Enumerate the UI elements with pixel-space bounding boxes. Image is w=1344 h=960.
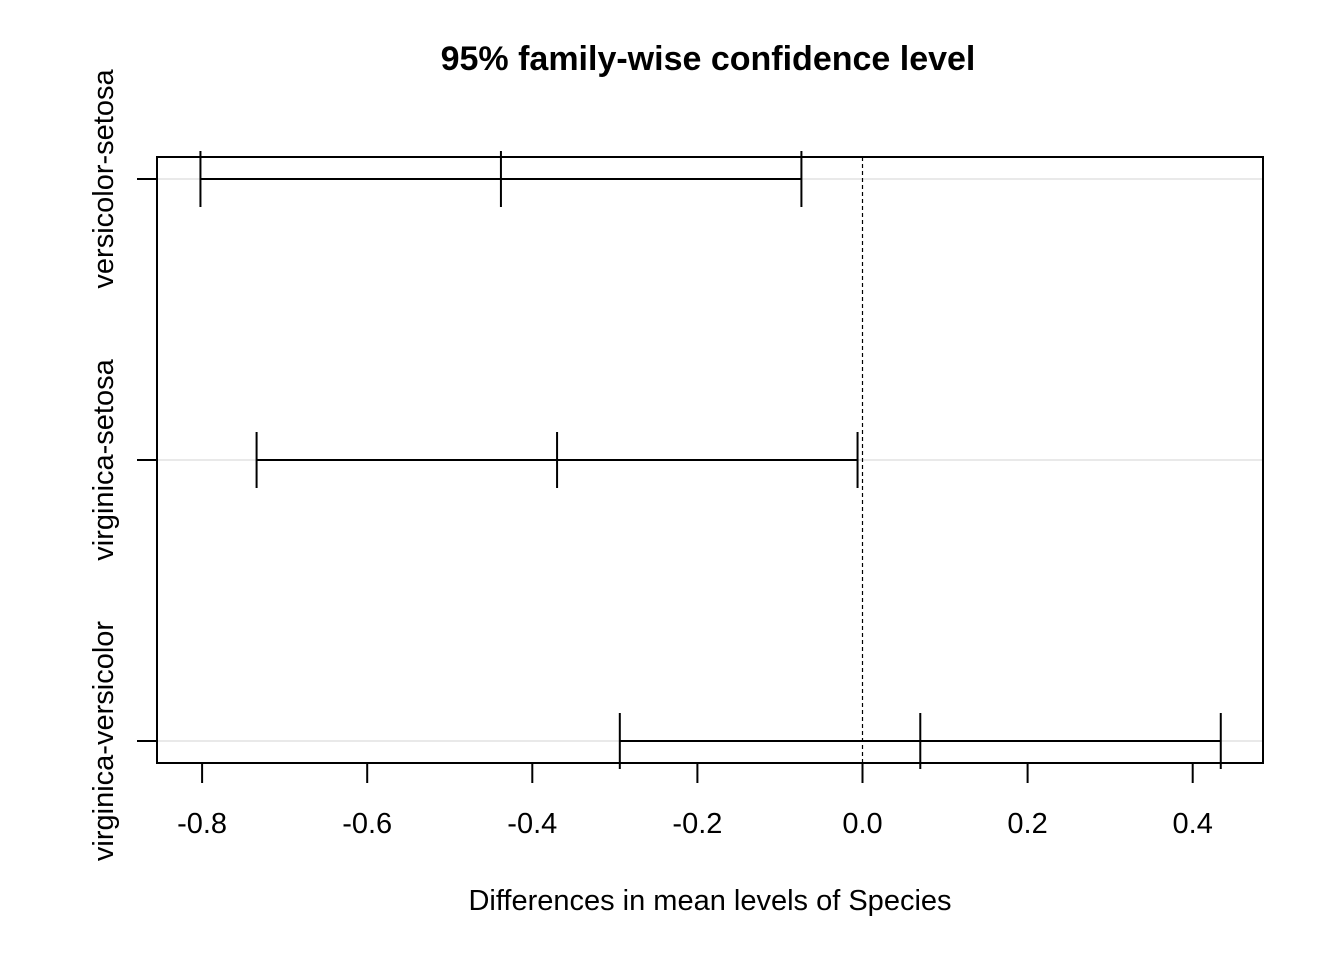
x-axis-label: Differences in mean levels of Species [468, 885, 951, 917]
x-tick-label: -0.6 [342, 808, 392, 840]
y-tick-label: versicolor-setosa [88, 69, 120, 289]
x-tick-label: 0.2 [1007, 808, 1047, 840]
interval-virginica-setosa [255, 432, 859, 488]
interval-versicolor-setosa [199, 151, 803, 207]
chart-title: 95% family-wise confidence level [441, 40, 976, 78]
x-tick-label: -0.8 [177, 808, 227, 840]
x-axis: -0.8 -0.6 -0.4 -0.2 0.0 0.2 0.4 [177, 763, 1213, 840]
y-tick-label: virginica-versicolor [88, 621, 120, 861]
y-tick-label: virginica-setosa [88, 358, 120, 560]
interval-virginica-versicolor [618, 713, 1222, 769]
confidence-intervals-layer [199, 151, 1222, 769]
x-tick-label: -0.2 [672, 808, 722, 840]
x-tick-label: 0.4 [1173, 808, 1213, 840]
y-axis: versicolor-setosa virginica-setosa virgini… [88, 69, 157, 861]
x-tick-label: 0.0 [842, 808, 882, 840]
x-tick-label: -0.4 [507, 808, 557, 840]
